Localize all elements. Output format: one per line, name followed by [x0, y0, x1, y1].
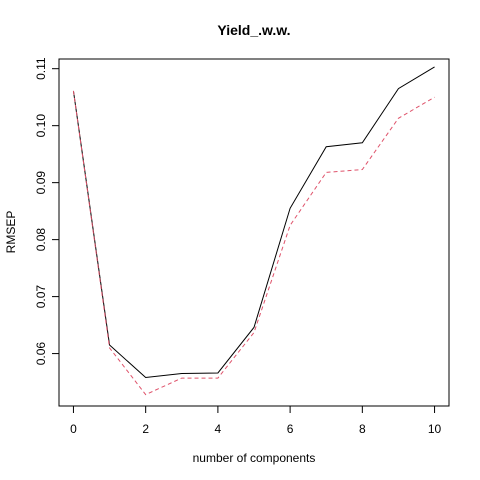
x-tick-label: 2 [142, 422, 149, 436]
y-tick-label: 0.07 [34, 285, 48, 309]
y-tick-label: 0.09 [34, 171, 48, 195]
y-axis-label: RMSEP [4, 211, 18, 254]
x-tick-label: 6 [287, 422, 294, 436]
y-tick-label: 0.06 [34, 342, 48, 366]
y-tick-label: 0.08 [34, 228, 48, 252]
x-tick-label: 10 [428, 422, 442, 436]
y-tick-label: 0.11 [34, 57, 48, 80]
x-axis-label: number of components [193, 451, 316, 465]
y-tick-label: 0.10 [34, 114, 48, 138]
series-layer [72, 66, 435, 396]
x-tick-label: 8 [359, 422, 366, 436]
x-axis: 0 2 4 6 8 10 [70, 405, 442, 436]
chart-title: Yield_.w.w. [217, 22, 290, 38]
x-tick-label: 0 [70, 422, 77, 436]
series-line-2 [72, 90, 435, 396]
y-axis: 0.06 0.07 0.08 0.09 0.10 0.11 [34, 57, 60, 366]
x-tick-label: 4 [215, 422, 222, 436]
series-line-1 [72, 66, 435, 379]
